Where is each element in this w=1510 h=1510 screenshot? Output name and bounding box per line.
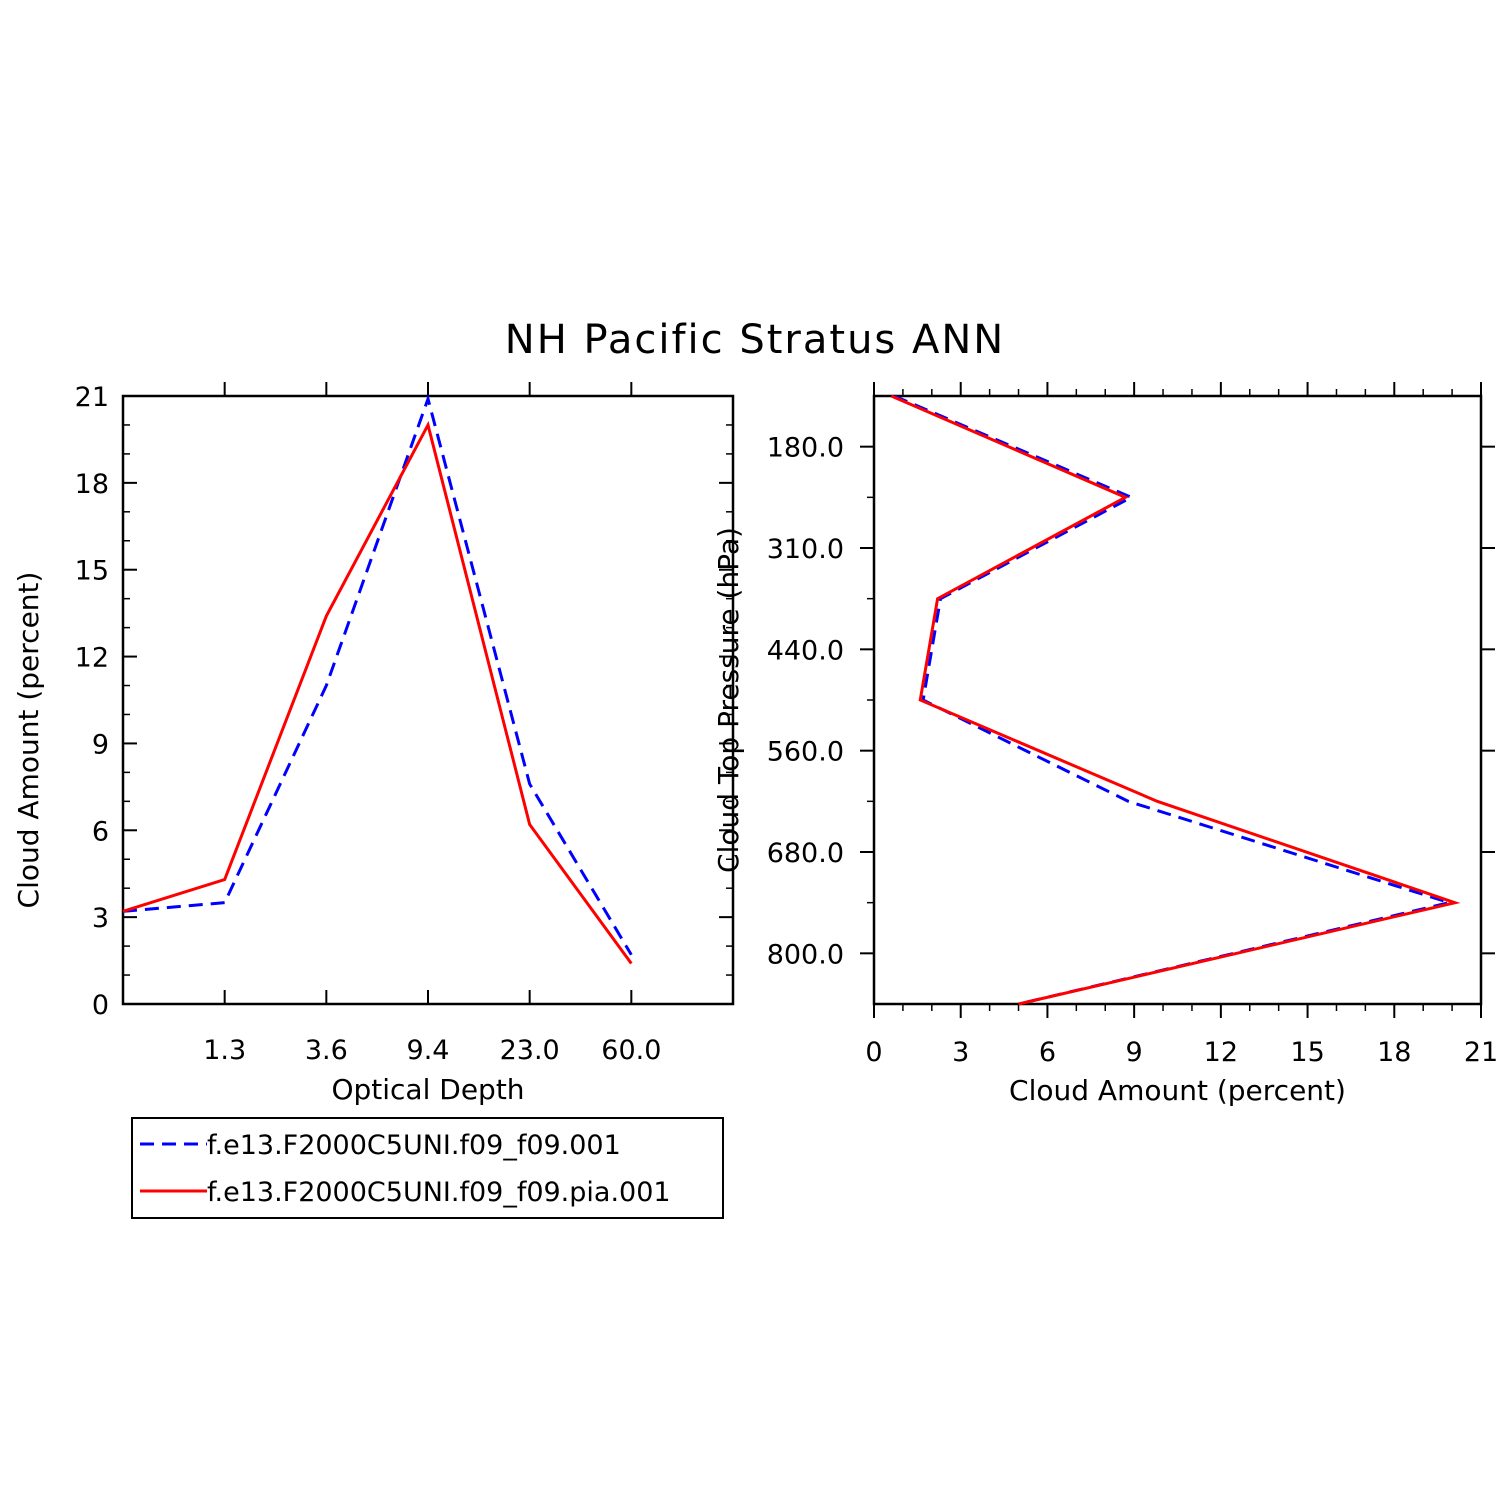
x-tick-label-1: 23.0: [500, 1035, 560, 1066]
y-tick-label-2: 310.0: [767, 534, 844, 565]
y-tick-label-1: 15: [75, 556, 109, 587]
x-axis-title-1: Optical Depth: [331, 1073, 524, 1106]
legend: f.e13.F2000C5UNI.f09_f09.001 f.e13.F2000…: [131, 1117, 724, 1219]
y-tick-label-2: 180.0: [767, 433, 844, 464]
plot-frame-1: [121, 394, 735, 1006]
y-tick-label-2: 440.0: [767, 635, 844, 666]
legend-label-series-1: f.e13.F2000C5UNI.f09_f09.001: [207, 1130, 621, 1161]
x-tick-label-2: 18: [1377, 1037, 1411, 1068]
x-tick-label-2: 9: [1126, 1037, 1143, 1068]
series-line-2-2: [890, 394, 1461, 1006]
y-axis-title-2: Cloud Top Pressure (hPa): [712, 527, 745, 873]
x-tick-label-1: 60.0: [601, 1035, 661, 1066]
x-tick-label-1: 3.6: [305, 1035, 348, 1066]
chart-title: NH Pacific Stratus ANN: [505, 317, 1005, 363]
y-tick-label-1: 3: [92, 903, 109, 934]
y-tick-label-2: 680.0: [767, 838, 844, 869]
x-tick-label-1: 1.3: [203, 1035, 246, 1066]
y-tick-label-2: 560.0: [767, 737, 844, 768]
x-tick-label-1: 9.4: [407, 1035, 450, 1066]
series-line-1-2: [122, 420, 633, 965]
series-line-2-1: [893, 394, 1455, 1006]
y-axis-title-1: Cloud Amount (percent): [12, 572, 45, 909]
x-tick-label-2: 3: [952, 1037, 969, 1068]
y-tick-label-1: 21: [75, 382, 109, 413]
y-tick-label-2: 800.0: [767, 939, 844, 970]
x-axis-title-2: Cloud Amount (percent): [1009, 1074, 1346, 1107]
x-tick-label-2: 0: [865, 1037, 882, 1068]
x-tick-label-2: 12: [1204, 1037, 1238, 1068]
y-tick-label-1: 6: [92, 816, 109, 847]
x-tick-label-2: 21: [1464, 1037, 1498, 1068]
y-tick-label-1: 9: [92, 729, 109, 760]
pressure-profile-panel: 0 3 6 9 12 15 18 21 180.0 310.0 440.0 560.0 680.0 800…: [712, 382, 1498, 1107]
legend-box: [131, 1117, 724, 1219]
x-tick-label-2: 6: [1039, 1037, 1056, 1068]
y-tick-label-1: 0: [92, 990, 109, 1021]
series-line-1-1: [122, 393, 633, 956]
legend-label-series-2: f.e13.F2000C5UNI.f09_f09.pia.001: [207, 1177, 671, 1208]
x-tick-label-2: 15: [1290, 1037, 1324, 1068]
plot-frame-2: [872, 394, 1483, 1006]
optical-depth-panel: 0 3 6 9 12 15 18 21 1.3 3.6 9.4 23.0 60.0 Optical Dep…: [12, 382, 735, 1106]
y-tick-label-1: 18: [75, 469, 109, 500]
y-tick-label-1: 12: [75, 643, 109, 674]
